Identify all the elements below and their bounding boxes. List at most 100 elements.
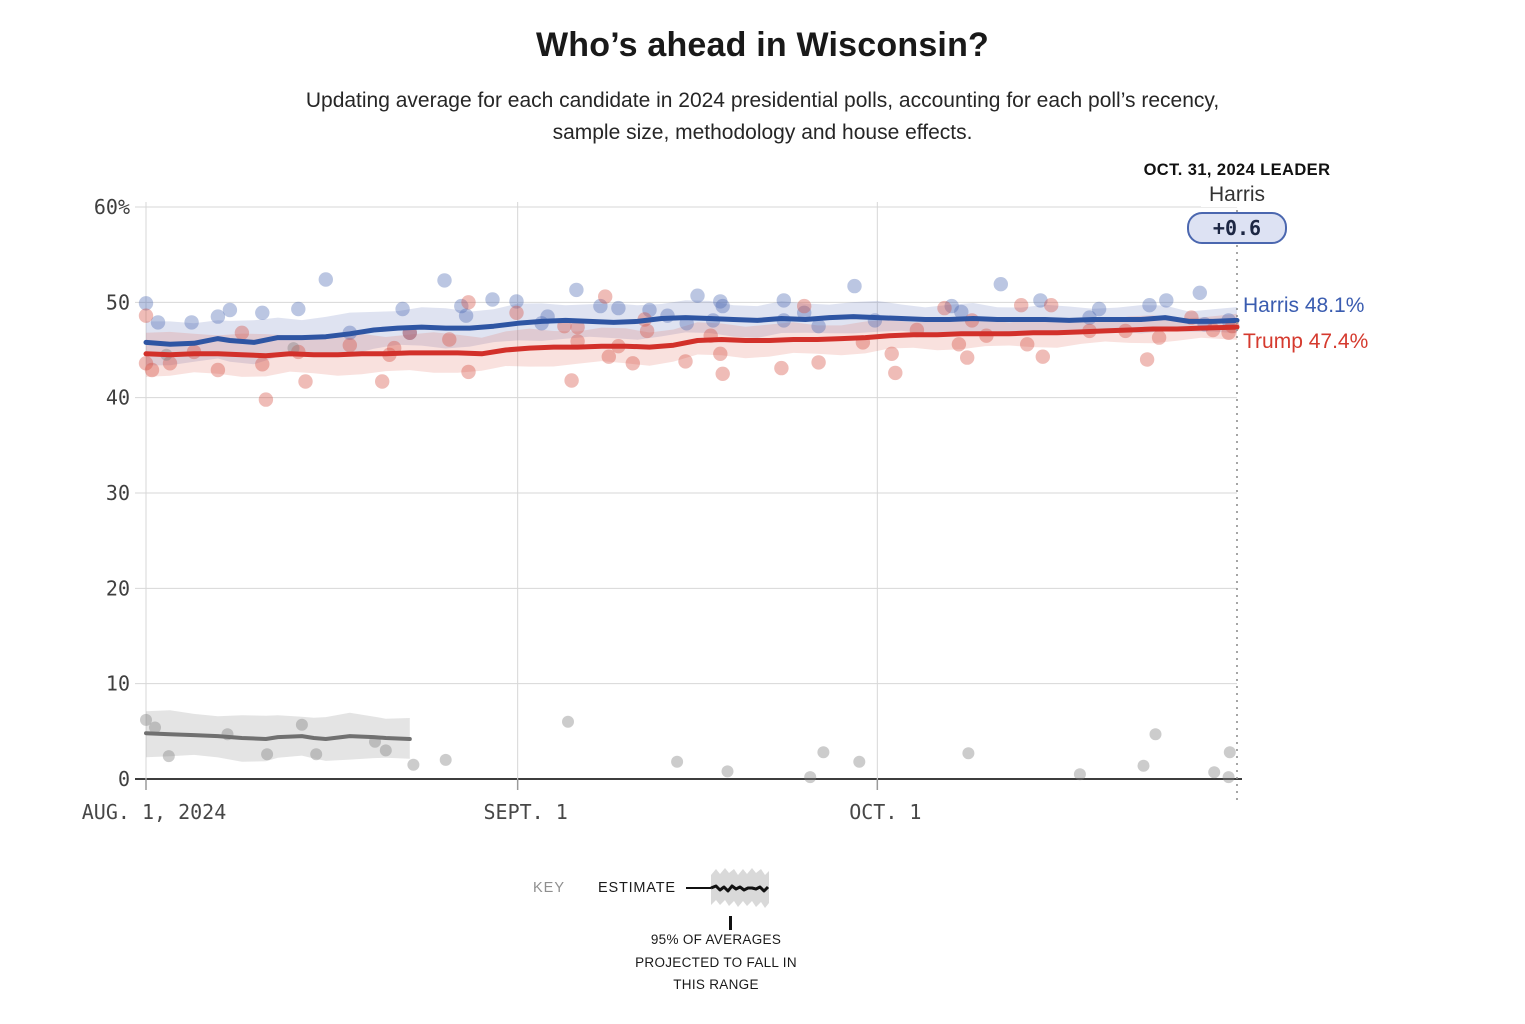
poll-dot-other [804, 771, 817, 784]
poll-dot-trump [162, 356, 178, 371]
y-tick-label: 50 [106, 290, 130, 314]
poll-dot-harris [222, 302, 238, 318]
poll-dot-harris [150, 315, 166, 330]
poll-dot-trump [1044, 298, 1059, 313]
poll-dot-harris [993, 277, 1008, 292]
poll-dot-harris [395, 301, 410, 317]
poll-dot-harris [485, 292, 500, 307]
poll-dot-trump [678, 354, 693, 369]
poll-dot-trump [461, 364, 476, 380]
y-tick-label: 20 [106, 576, 130, 600]
poll-dot-other [1223, 746, 1236, 759]
poll-dot-trump [144, 362, 160, 378]
poll-dot-trump [774, 360, 789, 376]
poll-dot-trump [951, 337, 967, 352]
poll-dot-other [1137, 759, 1150, 772]
poll-dot-harris [713, 294, 728, 309]
poll-dot-other [140, 713, 152, 726]
poll-dot-trump [937, 300, 952, 316]
poll-dot-other [295, 718, 308, 731]
poll-dot-harris [944, 298, 959, 314]
x-tick-label: SEPT. 1 [484, 800, 568, 824]
poll-dot-trump [375, 374, 390, 389]
poll-dot-other [1073, 768, 1086, 781]
poll-dot-trump [601, 349, 616, 364]
poll-dot-trump [888, 365, 903, 381]
poll-dot-harris [1033, 293, 1048, 308]
poll-dot-other [962, 747, 975, 760]
poll-dot-other [671, 755, 684, 768]
poll-dot-trump [342, 338, 357, 353]
poll-dot-trump [258, 392, 274, 407]
poll-dot-harris [291, 301, 306, 317]
poll-dot-other [439, 753, 452, 766]
poll-dot-trump [461, 295, 476, 310]
poll-dot-trump [298, 374, 313, 389]
poll-dot-harris [255, 305, 270, 320]
y-tick-label: 60% [94, 195, 130, 219]
poll-dot-trump [255, 357, 270, 372]
key-pointer-tick [729, 916, 732, 930]
poll-dot-harris [611, 300, 626, 316]
harris-trend-line [143, 314, 1240, 347]
poll-dot-trump [564, 373, 579, 388]
poll-dot-harris [1192, 285, 1208, 300]
estimate-line-shape [710, 884, 770, 893]
poll-dot-trump [715, 366, 730, 381]
poll-dot-trump [1151, 330, 1167, 345]
trump-confidence-band [146, 313, 1237, 377]
key-caption-line-2: PROJECTED TO FALL IN [635, 954, 797, 970]
poll-dot-other [1149, 728, 1162, 741]
poll-dot-trump [442, 332, 457, 347]
poll-dot-harris [509, 294, 524, 309]
poll-dot-other [162, 750, 175, 763]
poll-dot-other [261, 748, 274, 761]
poll-dot-trump [138, 308, 154, 323]
poll-dot-trump [1019, 337, 1035, 352]
poll-dot-harris [318, 272, 333, 287]
y-tick-label: 10 [106, 672, 130, 696]
poll-dot-trump [713, 346, 728, 361]
poll-dot-harris [569, 282, 584, 298]
y-tick-label: 0 [118, 767, 130, 791]
poll-dot-trump [811, 355, 826, 370]
x-tick-label: OCT. 1 [849, 800, 921, 824]
poll-dot-harris [458, 308, 474, 323]
poll-dot-other [310, 748, 323, 761]
key-caption: 95% OF AVERAGES PROJECTED TO FALL IN THI… [581, 929, 851, 997]
poll-dot-other [817, 746, 830, 759]
poll-dot-harris [715, 298, 730, 314]
y-tick-label: 40 [106, 386, 130, 410]
poll-dot-harris [690, 288, 705, 303]
poll-dot-harris [797, 305, 812, 320]
poll-dot-other [721, 765, 734, 778]
subtitle-line-1: Updating average for each candidate in 2… [305, 89, 1220, 112]
poll-dot-trump [1035, 349, 1051, 364]
poll-dot-other [287, 342, 300, 355]
trump-trend-line [143, 324, 1240, 359]
poll-dot-trump [884, 346, 899, 361]
poll-dot-other [562, 715, 574, 728]
leader-date-heading: OCT. 31, 2024 LEADER [1138, 161, 1336, 180]
key-estimate-label: ESTIMATE [598, 880, 676, 896]
leader-name: Harris [1092, 183, 1382, 207]
poll-dot-harris [1142, 298, 1157, 313]
poll-dot-other [149, 721, 161, 734]
poll-dot-harris [593, 298, 608, 314]
subtitle-line-2: sample size, methodology and house effec… [552, 121, 973, 144]
poll-dot-other [1222, 771, 1235, 784]
poll-dot-other [379, 744, 392, 757]
poll-dot-trump [960, 350, 975, 365]
x-tick-label: AUG. 1, 2024 [82, 800, 227, 824]
poll-dot-trump [639, 323, 655, 339]
poll-dot-harris [811, 319, 826, 334]
poll-dot-trump [625, 356, 640, 371]
poll-dot-other [853, 755, 866, 768]
poll-dot-harris [454, 298, 469, 314]
key-connector-line [686, 887, 711, 889]
y-tick-label: 30 [106, 481, 130, 505]
poll-dot-trump [598, 289, 613, 304]
estimate-range-icon [710, 868, 770, 908]
